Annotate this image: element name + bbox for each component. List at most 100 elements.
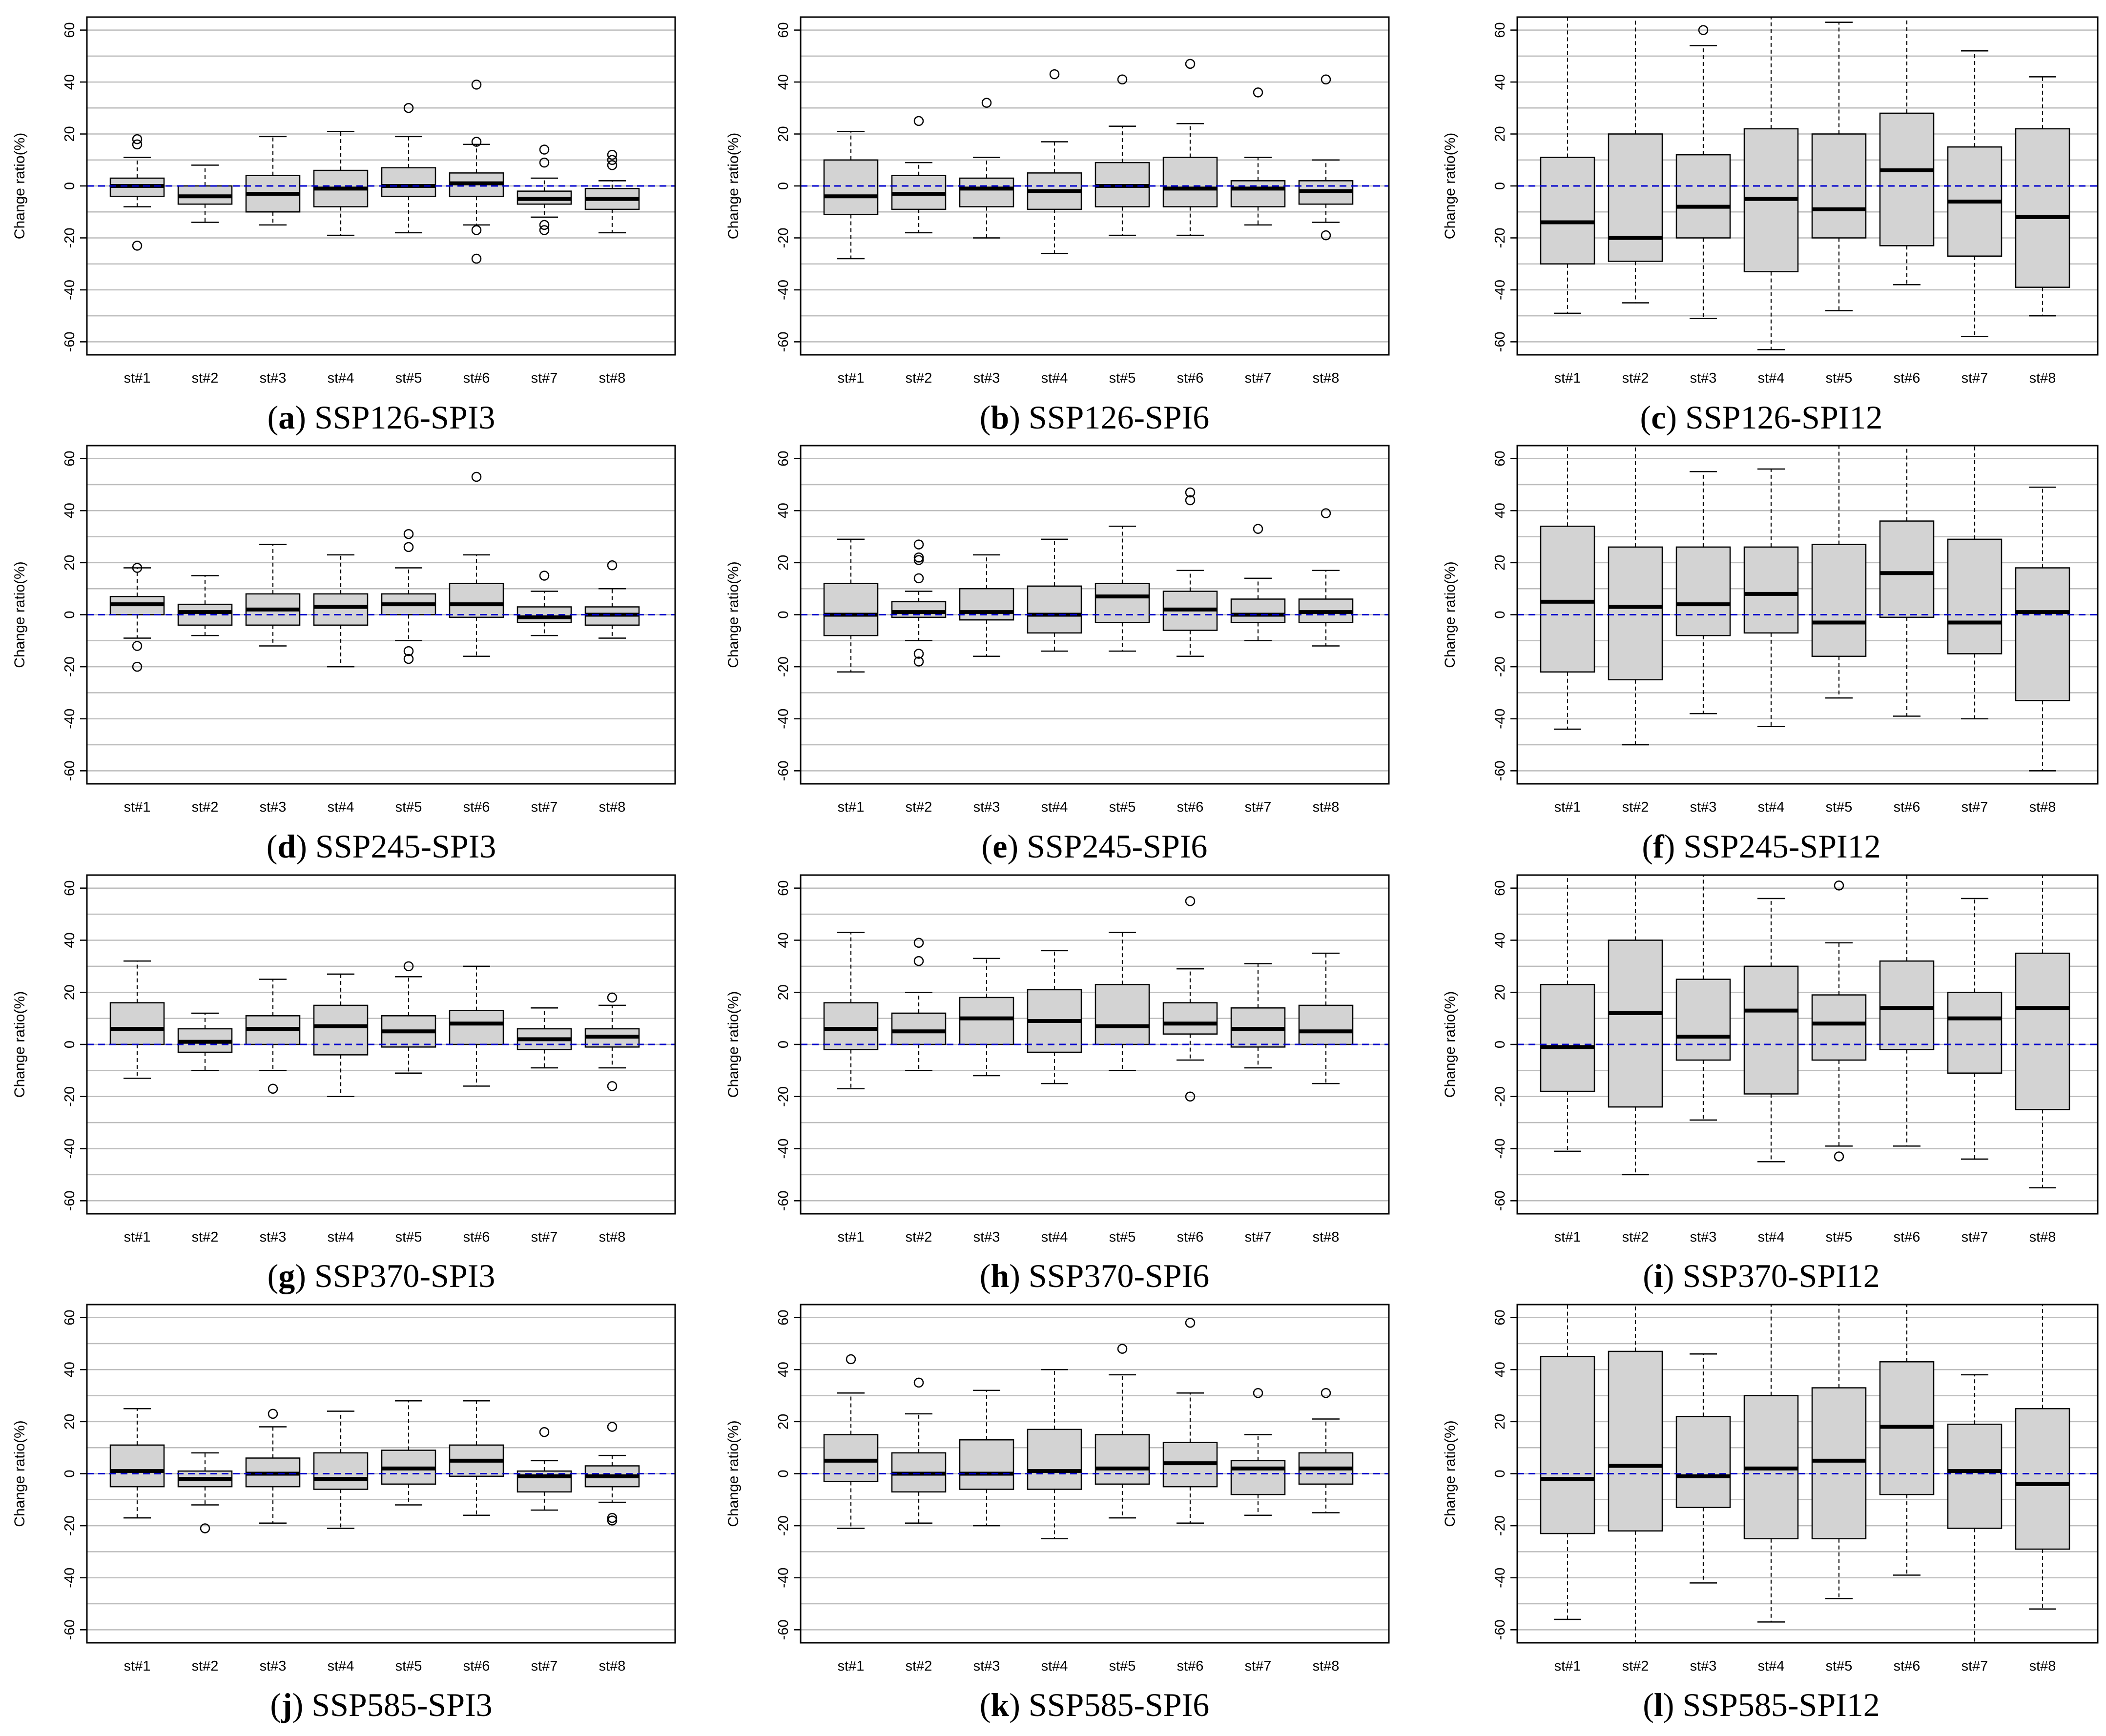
box-st1 (823, 130, 879, 260)
category-label: st#6 (463, 799, 490, 815)
outlier-point (539, 157, 550, 168)
panel-caption: (a) SSP126-SPI3 (268, 399, 496, 436)
y-axis-label: Change ratio(%) (725, 1420, 742, 1527)
category-label: st#7 (531, 370, 558, 386)
outlier-point (1321, 1388, 1331, 1398)
category-label: st#1 (1554, 370, 1581, 386)
box-iqr (823, 159, 879, 215)
panel-caption: (i) SSP370-SPI12 (1643, 1257, 1880, 1294)
y-tick-label: -60 (62, 331, 78, 352)
outlier-point (1117, 1344, 1128, 1354)
category-label: st#2 (192, 1229, 219, 1245)
category-label: st#3 (260, 1229, 287, 1245)
box-iqr (1947, 1423, 2003, 1529)
outlier-point (913, 552, 924, 563)
category-label: st#4 (328, 1658, 354, 1674)
y-tick-label: -60 (1492, 760, 1508, 781)
box-st7 (1230, 1388, 1286, 1516)
box-iqr (2015, 567, 2070, 701)
box-iqr (1675, 1415, 1731, 1509)
y-tick-label: 20 (776, 984, 791, 1000)
caption-letter: d (277, 828, 296, 865)
box-st6 (1879, 446, 1935, 717)
y-axis-label: Change ratio(%) (725, 991, 742, 1098)
y-tick-label: -40 (62, 709, 78, 729)
category-label: st#2 (192, 1658, 219, 1674)
category-label: st#8 (599, 370, 626, 386)
box-st7 (1230, 87, 1286, 226)
panel-d: st#1 st#2 st#3 st#4 st#5 st#6 st#7 st#8 -60 -40 -2… (12, 445, 676, 865)
category-label: st#4 (1041, 370, 1068, 386)
category-label: st#8 (1313, 1658, 1340, 1674)
box-st3 (959, 98, 1014, 239)
box-st2 (1608, 875, 1663, 1176)
y-axis-label: Change ratio(%) (12, 133, 28, 239)
outlier-point (403, 542, 414, 552)
category-label: st#3 (260, 799, 287, 815)
category-label: st#5 (1826, 370, 1853, 386)
y-tick-label: 20 (1492, 555, 1508, 571)
y-tick-label: -20 (62, 228, 78, 248)
box-iqr (449, 1010, 504, 1045)
box-st6 (1162, 487, 1218, 657)
box-st6 (1162, 1318, 1218, 1524)
box-st6 (1162, 896, 1218, 1102)
category-label: st#5 (1109, 799, 1136, 815)
box-iqr (959, 997, 1014, 1045)
y-tick-label: -20 (776, 1086, 791, 1107)
category-label: st#5 (1109, 370, 1136, 386)
outlier-point (913, 539, 924, 550)
box-iqr (109, 1444, 165, 1488)
category-label: st#7 (1961, 370, 1988, 386)
category-label: st#8 (599, 1658, 626, 1674)
y-tick-label: 60 (1492, 880, 1508, 896)
panel-g: st#1 st#2 st#3 st#4 st#5 st#6 st#7 st#8 -60 -40 -2… (12, 874, 676, 1294)
panel-j: st#1 st#2 st#3 st#4 st#5 st#6 st#7 st#8 -60 -40 -2… (12, 1304, 676, 1723)
box-st7 (1947, 1374, 2003, 1643)
caption-title: SSP126-SPI3 (314, 399, 495, 436)
outlier-point (539, 220, 550, 230)
outlier-point (607, 149, 618, 160)
panel-caption: (c) SSP126-SPI12 (1640, 399, 1883, 436)
box-iqr (1608, 133, 1663, 262)
category-label: st#5 (395, 799, 422, 815)
y-tick-label: 60 (776, 1310, 791, 1326)
y-tick-label: 60 (1492, 451, 1508, 467)
outlier-point (539, 571, 550, 581)
category-label: st#7 (1245, 370, 1272, 386)
outlier-point (403, 646, 414, 656)
box-iqr (1947, 991, 2003, 1074)
y-tick-label: -40 (62, 280, 78, 300)
y-axis-label: Change ratio(%) (1442, 133, 1458, 239)
caption-title: SSP370-SPI12 (1682, 1257, 1879, 1294)
category-label: st#8 (1313, 1229, 1340, 1245)
box-st8 (1298, 74, 1354, 241)
y-tick-label: 40 (62, 932, 78, 948)
box-iqr (959, 1439, 1014, 1490)
category-label: st#6 (1894, 1658, 1920, 1674)
box-iqr (1879, 112, 1935, 246)
category-label: st#8 (2029, 1229, 2056, 1245)
box-st6 (1879, 1305, 1935, 1576)
outlier-point (913, 1377, 924, 1388)
y-tick-label: 20 (62, 984, 78, 1000)
caption-letter: i (1654, 1257, 1663, 1294)
category-label: st#5 (1826, 1229, 1853, 1245)
outlier-point (607, 1515, 618, 1526)
category-label: st#1 (1554, 1229, 1581, 1245)
outlier-point (132, 641, 143, 651)
panel-caption: (k) SSP585-SPI6 (980, 1686, 1210, 1723)
y-tick-label: -40 (1492, 280, 1508, 300)
box-st5 (1811, 880, 1867, 1162)
y-tick-label: -20 (62, 1086, 78, 1107)
y-axis-label: Change ratio(%) (12, 991, 28, 1098)
outlier-point (132, 661, 143, 672)
category-label: st#5 (1109, 1229, 1136, 1245)
box-st2 (177, 1012, 233, 1071)
y-axis-label: Change ratio(%) (725, 561, 742, 668)
y-tick-label: -40 (62, 1139, 78, 1159)
box-st7 (516, 144, 572, 235)
category-label: st#6 (1177, 799, 1204, 815)
panel-caption: (l) SSP585-SPI12 (1643, 1686, 1880, 1723)
y-tick-label: 40 (62, 503, 78, 518)
